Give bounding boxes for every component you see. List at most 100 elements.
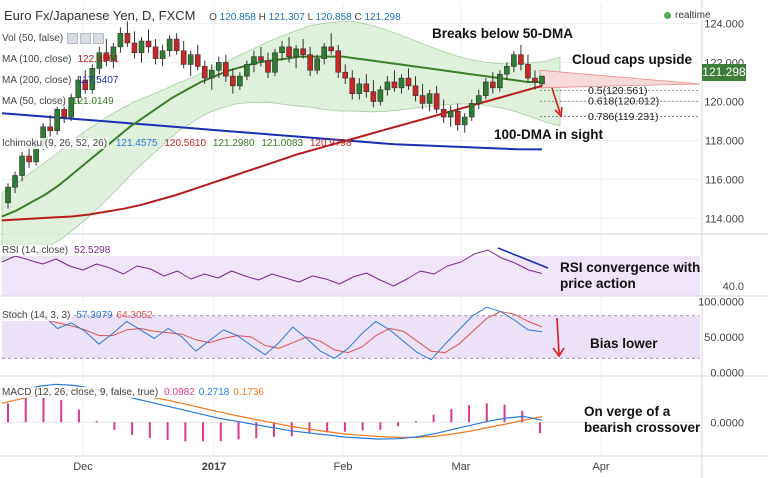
macd-histogram-bar [343, 422, 346, 432]
ma50-line [1, 55, 542, 218]
macd-histogram-bar [273, 422, 275, 437]
rsi-trend-arrow-icon [497, 247, 549, 269]
candle [180, 41, 187, 69]
candle [279, 41, 285, 61]
candle-body [286, 46, 292, 57]
candle [349, 70, 356, 100]
candle-body [26, 155, 32, 163]
candle [54, 105, 60, 135]
down-arrow-icon [551, 87, 561, 114]
candle-body [468, 103, 475, 118]
legend-ma50[interactable]: MA (50, close) 121.0149 [0, 96, 114, 107]
candle [504, 62, 510, 81]
candle [321, 42, 327, 65]
legend-macd[interactable]: MACD (12, 26, close, 9, false, true) 0.09… [0, 387, 264, 398]
candle-body [19, 155, 25, 176]
candle [237, 72, 243, 90]
legend-vol[interactable]: Vol (50, false) [0, 33, 105, 45]
x-tick-label: Dec [73, 461, 93, 473]
x-tick-label: 2017 [202, 461, 226, 473]
candle-body [117, 32, 124, 48]
candle [440, 99, 447, 123]
macd-histogram-bar [148, 422, 151, 439]
candle [307, 46, 313, 77]
candle [356, 78, 363, 100]
legend-ichimoku[interactable]: Ichimoku (9, 26, 52, 26) 121.4575 120.56… [0, 138, 352, 149]
candle-body [370, 91, 377, 102]
macd-histogram-bar [184, 422, 187, 442]
candle [82, 70, 89, 94]
candle-body [363, 83, 370, 93]
macd-histogram-bar [485, 403, 488, 423]
candle-body [201, 66, 208, 79]
candle [342, 64, 349, 84]
candle [230, 68, 236, 94]
candle [244, 60, 250, 81]
y-tick-label: 116.000 [705, 174, 744, 186]
macd-histogram-bar [113, 422, 116, 430]
price-pane[interactable]: 0.5(120.561)0.618(120.012) 0.786(119.231) [1, 21, 701, 260]
candle-body [405, 77, 412, 87]
stoch-pane[interactable] [1, 306, 700, 361]
candle-body [504, 66, 510, 75]
symbol-title: Euro Fx/Japanese Yen, D, FXCM [4, 8, 196, 23]
annotation-rsi: RSI convergence with price action [560, 260, 701, 291]
candle [419, 83, 426, 110]
candle [377, 85, 384, 106]
candle-body [180, 50, 187, 65]
legend-rsi[interactable]: RSI (14, close) 52.5298 [0, 245, 111, 256]
candle-body [419, 95, 426, 104]
macd-histogram-bar [468, 405, 471, 423]
down-arrow-head-icon [554, 106, 563, 118]
macd-histogram-bar [219, 422, 222, 442]
annotation-breaks-50dma: Breaks below 50-DMA [432, 26, 574, 41]
candle-body [12, 175, 18, 188]
y-tick-label: 40.0 [723, 281, 744, 293]
y-tick-label: 100.0000 [698, 297, 744, 309]
legend-ma100[interactable]: MA (100, close) 122.4561 [0, 54, 120, 65]
macd-histogram-bar [131, 422, 134, 435]
cloud-area [1, 21, 561, 260]
candle-body [335, 50, 342, 73]
candle-body [475, 95, 482, 104]
settings-icon[interactable] [80, 33, 92, 44]
candle-body [187, 54, 194, 65]
candle-body [461, 116, 468, 126]
candle-body [384, 81, 391, 91]
candle [89, 64, 96, 94]
y-tick-label: 50.0000 [704, 332, 744, 344]
candle [391, 70, 398, 92]
candle [201, 60, 208, 84]
candle-body [5, 186, 11, 204]
candle [384, 76, 391, 96]
eye-icon[interactable] [67, 33, 79, 44]
candle-body [490, 81, 496, 89]
candle-body [223, 62, 229, 77]
candle [103, 39, 110, 67]
candle-body [349, 77, 356, 94]
legend-stoch[interactable]: Stoch (14, 3, 3) 57.3079 64.3052 [0, 310, 153, 321]
candle-body [194, 54, 201, 67]
candle-body [377, 89, 384, 102]
fib-level-label: 0.786(119.231) [588, 111, 658, 123]
candle-body [426, 93, 433, 104]
candle [265, 52, 271, 79]
status-dot-icon [664, 11, 671, 19]
candle [447, 105, 454, 127]
legend-ma200[interactable]: MA (200, close) 117.5407 [0, 75, 119, 86]
candle [208, 64, 215, 90]
candle [314, 54, 320, 75]
candle [412, 76, 419, 102]
candle-body [82, 79, 89, 91]
macd-histogram-bar [237, 422, 240, 440]
rsi-pane[interactable] [1, 247, 700, 296]
candle-body [279, 46, 285, 54]
candle-body [244, 64, 250, 77]
candle [138, 37, 145, 63]
close-icon[interactable] [93, 33, 105, 44]
candle-body [342, 71, 349, 79]
candle [433, 85, 440, 114]
candle [215, 56, 222, 79]
candle [405, 68, 412, 90]
candle [482, 78, 489, 100]
